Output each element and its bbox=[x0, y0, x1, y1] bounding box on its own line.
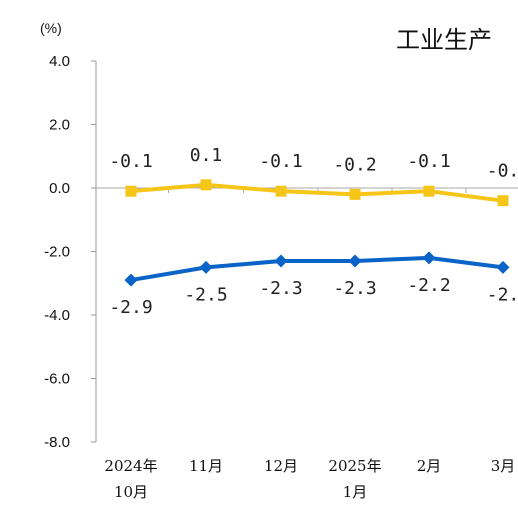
series-0: -0.1 0.1 -0.1 -0.2 -0.1 -0. bbox=[109, 145, 518, 207]
data-point bbox=[496, 260, 510, 274]
data-label: -0.1 bbox=[109, 151, 152, 172]
series-layer: -0.1 0.1 -0.1 -0.2 -0.1 -0.-2.9-2.5 -2.3 -2.3 -2… bbox=[109, 145, 518, 318]
data-point bbox=[124, 273, 138, 287]
y-axis: 4.0 2.0 0.0 -2.0 -4.0 -6.0 -8.0 bbox=[44, 53, 97, 451]
series-1: -2.9 -2.5 -2.3 -2.3 -2.2 -2. bbox=[109, 251, 518, 318]
data-label: -2.5 bbox=[184, 284, 227, 305]
y-tick-label: -8.0 bbox=[44, 434, 70, 451]
data-point bbox=[199, 260, 213, 274]
data-point bbox=[125, 185, 137, 197]
x-tick-label: 2024年 bbox=[104, 457, 157, 475]
data-point bbox=[349, 188, 361, 200]
data-point bbox=[497, 195, 509, 207]
data-point bbox=[274, 254, 288, 268]
data-label: -0.1 bbox=[259, 151, 302, 172]
x-tick-label: 2月 bbox=[417, 457, 442, 475]
series-line bbox=[130, 182, 504, 203]
y-tick-label: -6.0 bbox=[44, 371, 70, 388]
x-tick-label: 2025年 bbox=[328, 457, 381, 475]
data-label: -0.2 bbox=[333, 154, 376, 175]
data-label: -0.1 bbox=[407, 151, 450, 172]
chart-title: 工业生产 bbox=[396, 26, 492, 54]
data-label: -2.9 bbox=[109, 297, 152, 318]
data-point bbox=[422, 251, 436, 265]
y-tick-label: 2.0 bbox=[49, 117, 70, 134]
data-label: -2. bbox=[487, 284, 518, 305]
data-label: 0.1 bbox=[190, 145, 223, 166]
y-unit-label: (%) bbox=[40, 20, 62, 36]
data-label: -2.3 bbox=[259, 278, 302, 299]
y-tick-label: -4.0 bbox=[44, 307, 70, 324]
data-point bbox=[348, 254, 362, 268]
data-label: -2.2 bbox=[407, 275, 450, 296]
y-tick-label: 0.0 bbox=[49, 180, 70, 197]
data-point bbox=[423, 185, 435, 197]
data-point bbox=[275, 185, 287, 197]
x-tick-label: 12月 bbox=[264, 457, 298, 475]
series-line bbox=[130, 255, 504, 283]
y-tick-label: -2.0 bbox=[44, 244, 70, 261]
data-label: -0. bbox=[487, 161, 518, 182]
x-tick-label: 10月 bbox=[114, 483, 148, 501]
data-label: -2.3 bbox=[333, 278, 376, 299]
x-tick-label: 11月 bbox=[189, 457, 223, 475]
y-tick-label: 4.0 bbox=[49, 53, 70, 70]
x-axis: 2024年 10月 11月 12月 2025年 1月 2月 3月 bbox=[96, 187, 518, 501]
x-tick-label: 1月 bbox=[343, 483, 368, 501]
x-tick-label: 3月 bbox=[491, 457, 516, 475]
data-point bbox=[200, 179, 212, 191]
